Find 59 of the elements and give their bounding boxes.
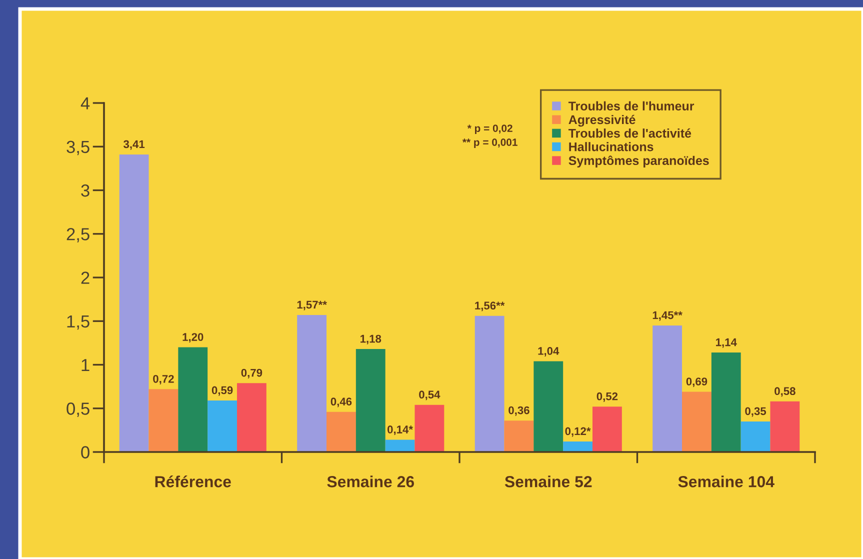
data-label: 1,57** <box>297 300 327 310</box>
bar <box>740 421 770 452</box>
bar <box>148 389 178 452</box>
bar <box>326 412 356 452</box>
bar <box>356 349 386 452</box>
legend-label: Hallucinations <box>569 142 654 152</box>
bar <box>592 406 622 452</box>
data-label: 0,36 <box>508 406 530 416</box>
data-label: 0,72 <box>153 374 174 384</box>
y-tick-label: 2 <box>81 272 90 284</box>
data-label: 1,14 <box>716 338 737 348</box>
x-tick-label: Semaine 52 <box>504 476 592 488</box>
bar <box>178 347 208 452</box>
data-label: 1,04 <box>538 347 560 357</box>
legend-label: Troubles de l'humeur <box>568 101 694 110</box>
bar <box>297 315 327 452</box>
y-tick-label: 0 <box>81 446 90 458</box>
x-tick-label: Semaine 26 <box>327 476 414 488</box>
legend-label: Troubles de l'activité <box>568 128 692 138</box>
y-tick-label: 1 <box>82 359 90 372</box>
data-label: 0,14* <box>388 426 413 436</box>
annotation: ** p = 0,001 <box>462 138 518 148</box>
x-tick-label: Référence <box>155 475 231 488</box>
bar <box>119 154 149 452</box>
data-label: 0,12* <box>565 427 591 437</box>
data-label: 0,59 <box>212 386 233 396</box>
bar <box>682 392 712 452</box>
y-tick-label: 3 <box>81 184 90 197</box>
bar <box>474 316 504 452</box>
y-tick-label: 2,5 <box>66 228 90 242</box>
bar <box>711 352 741 452</box>
bar <box>534 361 564 452</box>
data-label: 1,56** <box>475 302 505 312</box>
legend-label: Agressivité <box>568 114 636 127</box>
bar <box>770 401 800 452</box>
bar <box>414 404 444 452</box>
x-tick-label: Semaine 104 <box>678 476 774 488</box>
legend-label: Symptômes paranoïdes <box>568 156 709 168</box>
data-label: 1,45** <box>652 311 682 321</box>
data-label: 0,54 <box>419 390 440 400</box>
y-tick-label: 3,5 <box>66 140 90 156</box>
bar <box>236 383 266 452</box>
bar <box>504 420 534 452</box>
data-label: 0,35 <box>745 407 766 417</box>
y-tick-label: 0,5 <box>66 402 90 417</box>
data-label: 3,41 <box>124 140 145 150</box>
data-label: 0,69 <box>686 378 708 388</box>
data-label: 1,18 <box>360 334 382 344</box>
data-label: 0,52 <box>596 392 618 402</box>
data-label: 0,58 <box>774 387 796 397</box>
data-label: 0,79 <box>241 368 262 378</box>
data-label: 1,20 <box>182 333 204 343</box>
bar <box>563 442 592 452</box>
bar <box>652 325 682 452</box>
annotation: * p = 0,02 <box>467 124 512 134</box>
data-label: 0,46 <box>330 398 352 408</box>
y-tick-label: 1,5 <box>67 315 90 330</box>
y-tick-label: 4 <box>80 97 90 110</box>
bar <box>208 400 237 452</box>
